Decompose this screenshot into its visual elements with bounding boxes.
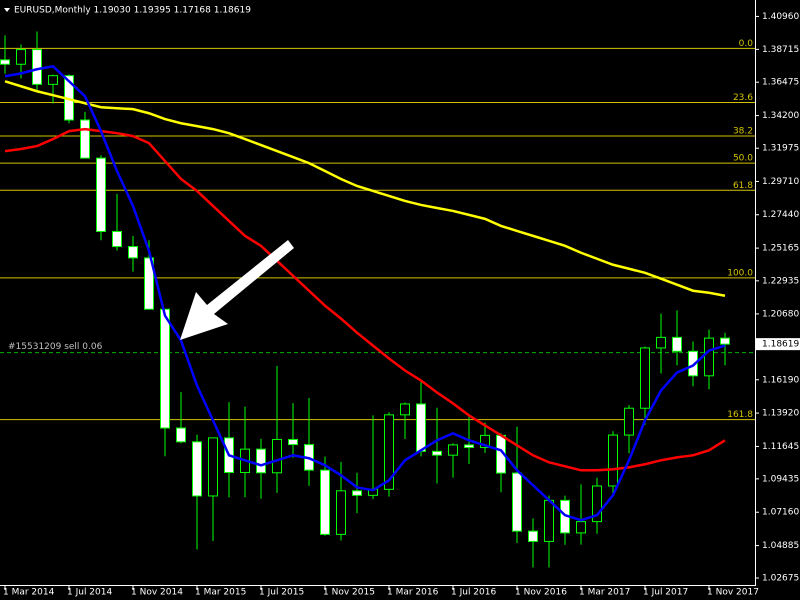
ma-line — [4, 64, 726, 522]
fib-label: 0.0 — [739, 39, 754, 49]
ma-line — [4, 127, 726, 472]
candle-body — [656, 336, 666, 349]
candle-body — [256, 448, 266, 474]
fib-label: 61.8 — [733, 181, 753, 191]
candle-body — [0, 59, 10, 65]
candle-body — [704, 337, 714, 377]
candle-body — [176, 427, 186, 443]
y-tick-label: 1.16190 — [762, 375, 799, 385]
candle-body — [544, 499, 554, 542]
candle-body — [144, 257, 154, 310]
candle-body — [448, 444, 458, 456]
candle-body — [624, 407, 634, 436]
x-tick-label: 1 Nov 2016 — [515, 588, 567, 598]
y-tick-label: 1.09435 — [762, 474, 799, 484]
y-tick-label: 1.11645 — [762, 442, 799, 452]
candle-body — [432, 450, 442, 456]
candle-body — [160, 308, 170, 429]
candle-body — [336, 490, 346, 535]
x-tick-label: 1 Nov 2014 — [131, 588, 183, 598]
y-tick-label: 1.22935 — [762, 276, 799, 286]
x-tick-label: 1 Jul 2014 — [67, 588, 112, 598]
ma-line — [4, 80, 726, 297]
y-tick-label: 1.07160 — [762, 508, 799, 518]
candle-body — [96, 157, 106, 232]
y-tick-label: 1.20680 — [762, 309, 799, 319]
candle-body — [208, 437, 218, 497]
y-tick-label: 1.40960 — [762, 12, 799, 22]
chart-title: EURUSD,Monthly 1.19030 1.19395 1.17168 1… — [14, 6, 251, 16]
candle-body — [128, 246, 138, 259]
order-label: #15531209 sell 0.06 — [8, 342, 103, 352]
candle-body — [320, 469, 330, 535]
y-tick-label: 1.27440 — [762, 210, 799, 220]
y-tick-label: 1.02675 — [762, 574, 799, 584]
fib-label: 161.8 — [727, 410, 753, 420]
candle-body — [112, 230, 122, 248]
arrow — [180, 240, 294, 340]
candle-body — [512, 472, 522, 532]
y-tick-label: 1.13920 — [762, 409, 799, 419]
last-price-box — [756, 338, 800, 351]
candle-body — [16, 49, 26, 65]
candle-body — [608, 434, 618, 487]
y-tick-label: 1.38715 — [762, 45, 799, 55]
candle-body — [192, 441, 202, 497]
candle-body — [32, 49, 42, 85]
x-tick-label: 1 Mar 2016 — [387, 588, 439, 598]
candle-body — [672, 336, 682, 352]
candle-body — [576, 521, 586, 534]
candle-body — [416, 403, 426, 452]
x-tick-label: 1 Jul 2017 — [643, 588, 688, 598]
candle-body — [80, 119, 90, 159]
x-tick-label: 1 Nov 2017 — [707, 588, 759, 598]
candle-body — [528, 530, 538, 542]
candle-body — [400, 403, 410, 416]
x-tick-label: 1 Jul 2016 — [451, 588, 496, 598]
candle-body — [288, 438, 298, 446]
y-tick-label: 1.34200 — [762, 111, 799, 121]
candle-body — [272, 438, 282, 474]
menu-icon — [4, 8, 10, 12]
x-tick-label: 1 Mar 2014 — [3, 588, 55, 598]
plot-area — [0, 31, 755, 568]
candle-body — [352, 490, 362, 496]
fib-label: 38.2 — [733, 126, 753, 136]
candle-body — [480, 434, 490, 449]
candle-body — [688, 350, 698, 377]
fib-label: 100.0 — [727, 268, 753, 278]
last-price-label: 1.18619 — [762, 340, 799, 350]
x-tick-label: 1 Jul 2015 — [259, 588, 304, 598]
candle-body — [640, 347, 650, 409]
y-tick-label: 1.31975 — [762, 144, 799, 154]
fib-label: 50.0 — [733, 154, 753, 164]
x-tick-label: 1 Nov 2015 — [323, 588, 375, 598]
y-tick-label: 1.36475 — [762, 78, 799, 88]
candle-body — [720, 337, 730, 345]
x-tick-label: 1 Mar 2015 — [195, 588, 246, 598]
candle-body — [464, 444, 474, 449]
x-tick-label: 1 Mar 2017 — [579, 588, 630, 598]
fib-label: 23.6 — [733, 93, 753, 103]
y-tick-label: 1.04885 — [762, 541, 799, 551]
candle-body — [48, 75, 58, 85]
candle-body — [384, 414, 394, 490]
candle-body — [592, 485, 602, 523]
y-tick-label: 1.25165 — [762, 244, 799, 254]
y-tick-label: 1.29710 — [762, 177, 799, 187]
